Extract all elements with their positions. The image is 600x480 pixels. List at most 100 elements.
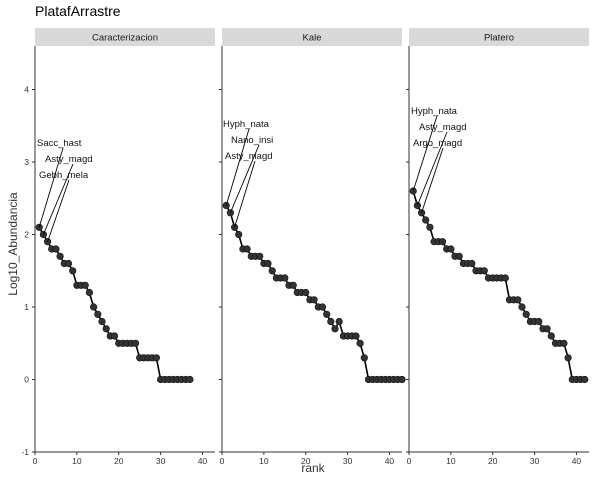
data-point xyxy=(331,325,339,333)
facet-strip-label: Platero xyxy=(484,33,514,44)
series-line xyxy=(412,190,585,381)
data-point xyxy=(480,267,488,275)
x-tick-label: 30 xyxy=(156,456,166,466)
data-point xyxy=(110,332,119,340)
data-point xyxy=(268,267,276,275)
y-tick-label: 0 xyxy=(24,375,29,385)
facet-strip xyxy=(35,28,215,46)
data-point xyxy=(501,274,509,282)
facet-strip-label: Caracterizacion xyxy=(92,33,158,44)
data-point xyxy=(398,375,406,384)
data-point xyxy=(231,223,239,231)
data-point xyxy=(455,252,463,260)
label-leader-line xyxy=(225,128,250,206)
facet-strip xyxy=(222,28,402,46)
x-tick-label: 20 xyxy=(488,456,498,466)
data-point xyxy=(264,259,272,268)
x-tick-label: 20 xyxy=(114,456,124,466)
facet-panels: Caracterizacion 0 10 20 30 40 -1 0 1 2 3 4 Sacc_hast… xyxy=(21,28,589,466)
data-point xyxy=(226,209,234,217)
data-point xyxy=(514,296,522,304)
series-line xyxy=(38,226,190,381)
data-point xyxy=(302,288,310,297)
label-leader-line xyxy=(47,179,70,242)
species-label: Argo_magd xyxy=(413,138,462,149)
data-point xyxy=(243,245,251,253)
data-point xyxy=(56,252,64,260)
x-tick-label: 0 xyxy=(407,456,412,466)
data-point xyxy=(131,339,140,347)
label-leader-line xyxy=(416,131,448,206)
data-point xyxy=(310,296,318,304)
data-point xyxy=(468,259,476,268)
data-point xyxy=(186,375,194,384)
y-tick-label: 3 xyxy=(24,157,29,167)
label-leader-line xyxy=(412,115,438,192)
y-tick-label: 4 xyxy=(24,85,29,95)
x-tick-label: 40 xyxy=(385,456,395,466)
data-point xyxy=(335,317,343,326)
facet-panel-platero: Platero 0 10 20 30 40 Hyph_nata Asty_magd Argo_m… xyxy=(406,28,589,466)
x-tick-label: 40 xyxy=(572,456,582,466)
y-tick-label: -1 xyxy=(21,447,29,457)
data-point xyxy=(522,310,530,318)
facet-panel-kale: Kale 0 10 20 30 40 Hyph_nata Nano_insi Asty_magd xyxy=(219,28,406,466)
species-label: Gebh_mela xyxy=(39,170,89,181)
species-label: Asty_magd xyxy=(419,122,467,133)
x-tick-label: 10 xyxy=(446,456,456,466)
facet-strip xyxy=(409,28,589,46)
data-point xyxy=(327,317,335,326)
data-point xyxy=(35,223,43,231)
data-point xyxy=(564,354,572,362)
data-point xyxy=(547,332,555,340)
data-point xyxy=(85,288,93,297)
label-leader-line xyxy=(38,147,64,228)
label-leader-line xyxy=(234,160,256,228)
species-label: Asty_magd xyxy=(225,151,273,162)
data-point xyxy=(98,317,106,326)
data-point xyxy=(235,230,243,239)
data-point xyxy=(256,252,264,260)
data-point xyxy=(438,238,447,246)
data-point xyxy=(352,332,360,340)
label-leader-line xyxy=(42,163,74,235)
data-point xyxy=(318,303,327,311)
x-axis-title: rank xyxy=(301,461,325,475)
facet-panel-caracterizacion: Caracterizacion 0 10 20 30 40 -1 0 1 2 3 4 Sacc_hast… xyxy=(21,28,215,466)
data-point xyxy=(518,303,526,311)
x-tick-label: 20 xyxy=(301,456,311,466)
x-tick-label: 40 xyxy=(198,456,208,466)
data-point xyxy=(447,245,455,253)
series-line xyxy=(225,205,402,381)
label-leader-line xyxy=(421,147,444,213)
data-point xyxy=(152,354,160,362)
data-point xyxy=(102,325,110,333)
data-point xyxy=(69,267,77,275)
data-point xyxy=(535,317,543,326)
data-point xyxy=(64,259,73,268)
data-point xyxy=(323,310,331,318)
data-point xyxy=(289,281,297,289)
label-leader-line xyxy=(229,144,260,213)
x-tick-label: 0 xyxy=(33,456,38,466)
data-point xyxy=(94,310,102,318)
species-label: Sacc_hast xyxy=(37,138,82,149)
data-point xyxy=(581,375,589,384)
data-point xyxy=(422,216,430,224)
species-label: Hyph_nata xyxy=(411,106,458,117)
x-tick-label: 10 xyxy=(72,456,82,466)
data-point xyxy=(356,339,364,347)
data-point xyxy=(81,281,89,289)
data-point xyxy=(426,223,434,231)
data-point xyxy=(418,209,426,217)
data-point xyxy=(52,245,60,253)
species-label: Asty_magd xyxy=(45,154,93,165)
y-tick-label: 2 xyxy=(24,230,29,240)
data-point xyxy=(543,325,551,333)
x-tick-label: 0 xyxy=(220,456,225,466)
chart-title: PlatafArrastre xyxy=(35,3,121,19)
data-point xyxy=(360,354,368,362)
species-label: Nano_insi xyxy=(231,135,273,146)
species-label: Hyph_nata xyxy=(223,119,270,130)
